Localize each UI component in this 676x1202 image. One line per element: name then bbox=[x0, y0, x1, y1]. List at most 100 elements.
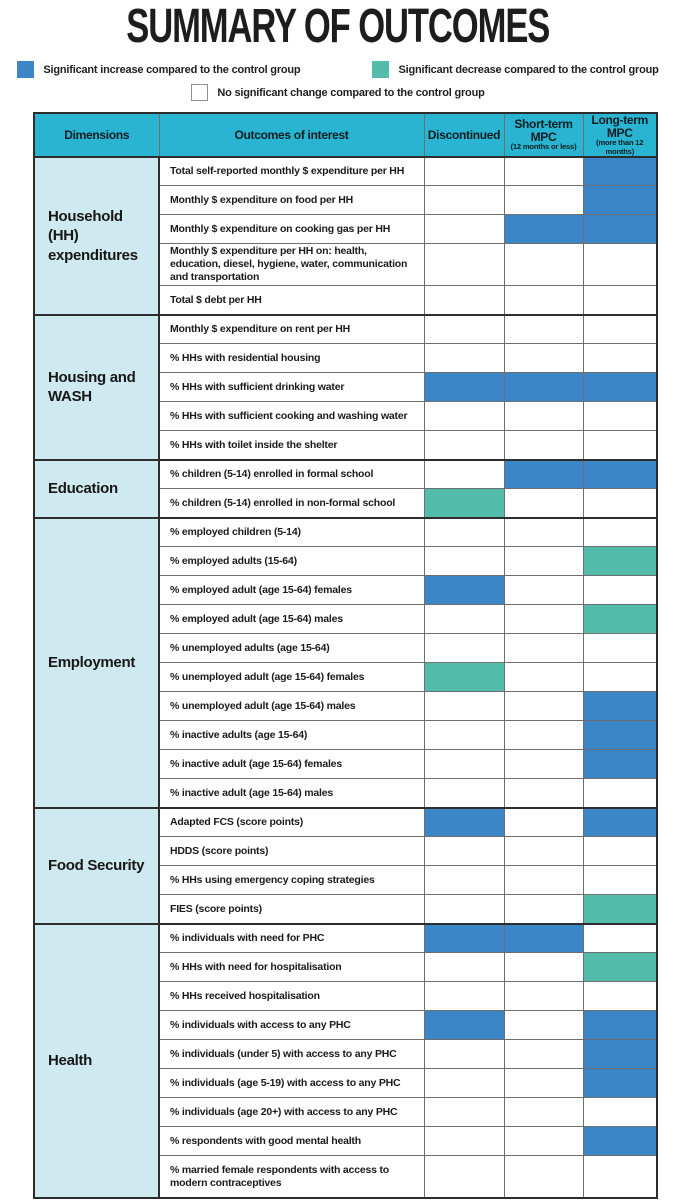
table-row: % individuals (age 20+) with access to a… bbox=[34, 1097, 658, 1128]
result-cell-discontinued bbox=[423, 981, 505, 1012]
outcome-label: Monthly $ expenditure on cooking gas per… bbox=[158, 214, 425, 245]
column-header-short-term-mpc: Short-term MPC (12 months or less) bbox=[503, 112, 584, 158]
table-row: Housing and WASH Monthly $ expenditure on… bbox=[33, 313, 658, 461]
table-row: % employed adults (15-64) bbox=[34, 546, 658, 577]
result-cell-long-term bbox=[582, 836, 658, 867]
outcome-label: Monthly $ expenditure per HH on: health,… bbox=[158, 243, 425, 287]
table-row: % inactive adult (age 15-64) females bbox=[34, 749, 658, 780]
outcome-label: % individuals (under 5) with access to a… bbox=[158, 1039, 425, 1070]
page-title: SUMMARY OF OUTCOMES bbox=[126, 0, 550, 53]
table-row: % inactive adult (age 15-64) males bbox=[34, 778, 658, 809]
result-cell-short-term bbox=[503, 243, 584, 287]
result-cell-long-term bbox=[582, 1068, 658, 1099]
result-cell-long-term bbox=[582, 458, 658, 490]
result-cell-discontinued bbox=[423, 155, 505, 187]
result-cell-long-term bbox=[582, 662, 658, 693]
result-cell-short-term bbox=[503, 836, 584, 867]
outcome-label: % inactive adult (age 15-64) females bbox=[158, 749, 425, 780]
result-cell-discontinued bbox=[423, 243, 505, 287]
result-cell-long-term bbox=[582, 155, 658, 187]
outcome-label: % unemployed adult (age 15-64) females bbox=[158, 662, 425, 693]
outcome-label: % children (5-14) enrolled in formal sch… bbox=[158, 458, 425, 490]
table-row: % unemployed adult (age 15-64) females bbox=[34, 662, 658, 693]
outcome-label: % HHs received hospitalisation bbox=[158, 981, 425, 1012]
result-cell-discontinued bbox=[423, 749, 505, 780]
result-cell-discontinued bbox=[423, 865, 505, 896]
result-cell-short-term bbox=[503, 981, 584, 1012]
result-cell-discontinued bbox=[423, 836, 505, 867]
result-cell-short-term bbox=[503, 633, 584, 664]
outcome-label: FIES (score points) bbox=[158, 894, 425, 925]
result-cell-discontinued bbox=[423, 922, 505, 954]
result-cell-short-term bbox=[503, 1155, 584, 1199]
result-cell-short-term bbox=[503, 865, 584, 896]
result-cell-discontinued bbox=[423, 691, 505, 722]
dimension-cell: Housing and WASH bbox=[33, 313, 160, 461]
result-cell-discontinued bbox=[423, 894, 505, 925]
table-row: Total $ debt per HH bbox=[34, 285, 658, 316]
dimension-cell: Household (HH) expenditures bbox=[33, 155, 160, 316]
result-cell-long-term bbox=[582, 1097, 658, 1128]
outcome-label: Total $ debt per HH bbox=[158, 285, 425, 316]
result-cell-short-term bbox=[503, 185, 584, 216]
result-cell-short-term bbox=[503, 1126, 584, 1157]
result-cell-discontinued bbox=[423, 546, 505, 577]
outcome-label: % unemployed adult (age 15-64) males bbox=[158, 691, 425, 722]
legend-item-decrease: Significant decrease compared to the con… bbox=[372, 61, 659, 78]
legend-item-no-change: No significant change compared to the co… bbox=[191, 84, 485, 101]
result-cell-long-term bbox=[582, 372, 658, 403]
result-cell-short-term bbox=[503, 922, 584, 954]
result-cell-discontinued bbox=[423, 1068, 505, 1099]
column-header-label: Short-term MPC bbox=[514, 117, 573, 144]
table-row: Health% individuals with need for PHC bbox=[33, 922, 658, 1199]
result-cell-discontinued bbox=[423, 313, 505, 345]
table-row: % married female respondents with access… bbox=[34, 1155, 658, 1199]
result-cell-short-term bbox=[503, 575, 584, 606]
result-cell-discontinued bbox=[423, 1126, 505, 1157]
dimension-cell: Food Security bbox=[33, 806, 160, 925]
table-row: % individuals with access to any PHC bbox=[34, 1010, 658, 1041]
table-row: Household (HH) expenditures Total self-re… bbox=[33, 155, 658, 316]
outcome-label: HDDS (score points) bbox=[158, 836, 425, 867]
outcome-label: % unemployed adults (age 15-64) bbox=[158, 633, 425, 664]
table-row: HDDS (score points) bbox=[34, 836, 658, 867]
result-cell-long-term bbox=[582, 546, 658, 577]
result-cell-long-term bbox=[582, 633, 658, 664]
legend-item-increase: Significant increase compared to the con… bbox=[17, 61, 301, 78]
outcome-label: % inactive adult (age 15-64) males bbox=[158, 778, 425, 809]
result-cell-discontinued bbox=[423, 778, 505, 809]
result-cell-discontinued bbox=[423, 430, 505, 461]
result-cell-short-term bbox=[503, 894, 584, 925]
column-header-dimensions: Dimensions bbox=[33, 112, 160, 158]
result-cell-long-term bbox=[582, 1126, 658, 1157]
legend-label-no-change: No significant change compared to the co… bbox=[217, 86, 485, 99]
result-cell-short-term bbox=[503, 604, 584, 635]
outcome-label: % individuals (age 5-19) with access to … bbox=[158, 1068, 425, 1099]
result-cell-short-term bbox=[503, 516, 584, 548]
outcome-label: % children (5-14) enrolled in non-formal… bbox=[158, 488, 425, 519]
column-header-discontinued: Discontinued bbox=[423, 112, 505, 158]
result-cell-discontinued bbox=[423, 488, 505, 519]
result-cell-short-term bbox=[503, 313, 584, 345]
result-cell-long-term bbox=[582, 691, 658, 722]
result-cell-discontinued bbox=[423, 1097, 505, 1128]
table-row: FIES (score points) bbox=[34, 894, 658, 925]
outcome-label: % HHs with toilet inside the shelter bbox=[158, 430, 425, 461]
result-cell-short-term bbox=[503, 546, 584, 577]
result-cell-short-term bbox=[503, 778, 584, 809]
result-cell-discontinued bbox=[423, 343, 505, 374]
dimension-cell: Employment bbox=[33, 516, 160, 809]
result-cell-long-term bbox=[582, 894, 658, 925]
outcome-label: Monthly $ expenditure on rent per HH bbox=[158, 313, 425, 345]
table-row: % HHs with need for hospitalisation bbox=[34, 952, 658, 983]
result-cell-long-term bbox=[582, 749, 658, 780]
result-cell-long-term bbox=[582, 343, 658, 374]
result-cell-short-term bbox=[503, 749, 584, 780]
table-row: % employed adult (age 15-64) females bbox=[34, 575, 658, 606]
result-cell-long-term bbox=[582, 1155, 658, 1199]
decrease-swatch bbox=[372, 61, 390, 78]
result-cell-discontinued bbox=[423, 214, 505, 245]
column-header-label: Outcomes of interest bbox=[234, 127, 349, 142]
result-cell-long-term bbox=[582, 214, 658, 245]
table-row: Monthly $ expenditure per HH on: health,… bbox=[34, 243, 658, 287]
